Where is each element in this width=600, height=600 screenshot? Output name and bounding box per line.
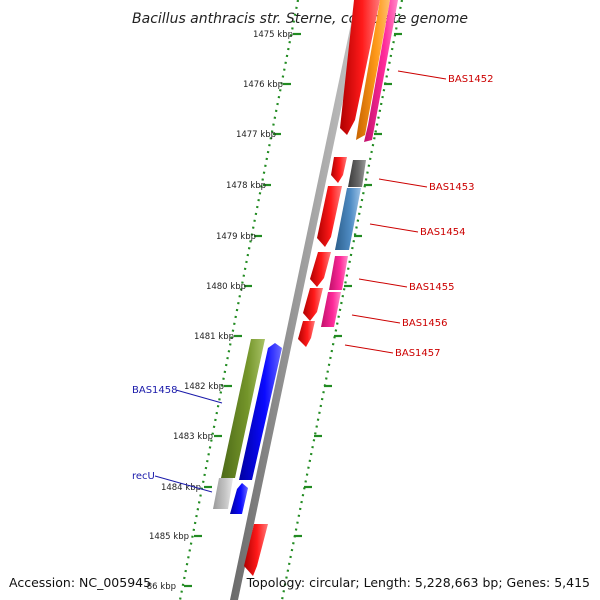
gene-label-bas1458: BAS1458	[132, 385, 178, 396]
gene-label-recu: recU	[132, 471, 155, 482]
tick-label: 1477 kbp	[236, 130, 276, 140]
cds-bas1455-pink	[329, 256, 348, 290]
tick-label: 1482 kbp	[184, 382, 224, 392]
cds-features-left	[213, 339, 282, 576]
genome-backbone	[230, 0, 364, 600]
tick-label: 1480 kbp	[206, 282, 246, 292]
major-ticks-left	[184, 32, 301, 588]
cds-recu-gray	[213, 478, 233, 509]
cds-bas1455-red	[310, 252, 331, 287]
cds-bas1454-steel	[335, 188, 361, 250]
tick-label: 1485 kbp	[149, 532, 189, 542]
tick-label: 1476 kbp	[243, 80, 283, 90]
tick-label: 86 kbp	[147, 582, 176, 592]
cds-bas1452	[340, 0, 380, 135]
gene-label-bas1453: BAS1453	[429, 182, 475, 193]
tick-labels: 1475 kbp 1476 kbp 1477 kbp 1478 kbp 1479…	[147, 30, 293, 592]
gene-labels: BAS1452 BAS1453 BAS1454 BAS1455 BAS1456 …	[132, 74, 494, 482]
cds-bas1453-red	[331, 157, 347, 183]
topology-text: Topology: circular; Length: 5,228,663 bp…	[246, 575, 590, 590]
cds-bas1456-pink	[321, 292, 341, 327]
cds-features-right	[298, 0, 398, 347]
cds-bas1458-olive	[221, 339, 265, 478]
cds-bas1458-blue	[239, 343, 282, 480]
tick-label: 1481 kbp	[194, 332, 234, 342]
tick-label: 1483 kbp	[173, 432, 213, 442]
cds-orange	[356, 0, 390, 140]
gene-label-bas1455: BAS1455	[409, 282, 455, 293]
cds-bas1454-red	[317, 186, 342, 247]
cds-pink	[364, 0, 398, 142]
accession-text: Accession: NC_005945	[9, 575, 151, 590]
gene-label-bas1456: BAS1456	[402, 318, 448, 329]
tick-label: 1484 kbp	[161, 483, 201, 493]
tick-label: 1479 kbp	[216, 232, 256, 242]
major-ticks-right	[294, 32, 402, 538]
cds-recu-blue	[230, 483, 248, 514]
gene-label-bas1452: BAS1452	[448, 74, 494, 85]
gene-label-bas1457: BAS1457	[395, 348, 441, 359]
gene-label-bas1454: BAS1454	[420, 227, 466, 238]
tick-label: 1478 kbp	[226, 181, 266, 191]
map-title: Bacillus anthracis str. Sterne, complete…	[132, 11, 468, 27]
cds-bas1453-gray	[348, 160, 366, 187]
label-leaders	[154, 70, 447, 493]
cds-bas1457-red	[298, 321, 315, 347]
cds-bas1456-red	[303, 288, 323, 321]
tick-label: 1475 kbp	[253, 30, 293, 40]
cds-lower-red	[244, 524, 268, 576]
